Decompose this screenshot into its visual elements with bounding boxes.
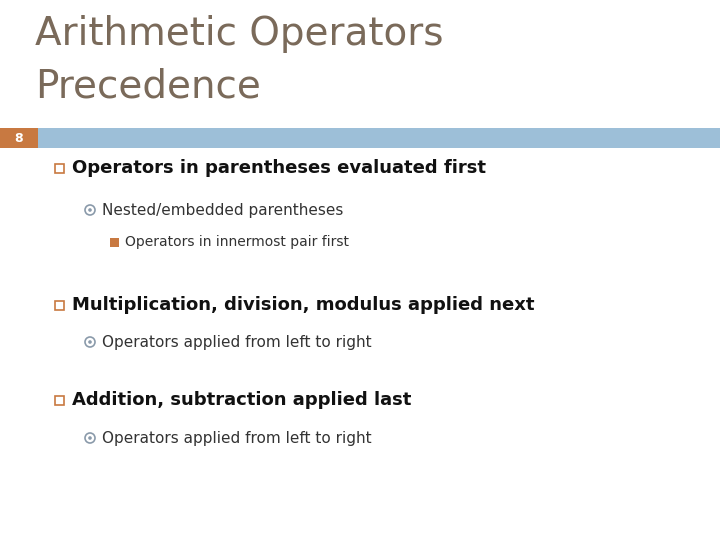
Text: Operators applied from left to right: Operators applied from left to right: [102, 430, 372, 445]
Circle shape: [85, 433, 95, 443]
Bar: [0, 128, 38, 148]
Text: Precedence: Precedence: [35, 68, 261, 106]
Bar: [55, 164, 64, 172]
Text: Operators in innermost pair first: Operators in innermost pair first: [125, 235, 349, 249]
Text: Multiplication, division, modulus applied next: Multiplication, division, modulus applie…: [72, 296, 534, 314]
Circle shape: [89, 340, 92, 344]
Circle shape: [89, 208, 92, 212]
Bar: [110, 238, 119, 246]
Text: Operators applied from left to right: Operators applied from left to right: [102, 334, 372, 349]
Bar: [55, 395, 64, 404]
Text: Arithmetic Operators: Arithmetic Operators: [35, 15, 444, 53]
Circle shape: [85, 205, 95, 215]
Circle shape: [89, 436, 92, 440]
Bar: [55, 300, 64, 309]
Text: 8: 8: [14, 132, 23, 145]
Text: Operators in parentheses evaluated first: Operators in parentheses evaluated first: [72, 159, 486, 177]
Bar: [0, 128, 720, 148]
Circle shape: [85, 337, 95, 347]
Text: Addition, subtraction applied last: Addition, subtraction applied last: [72, 391, 411, 409]
Text: Nested/embedded parentheses: Nested/embedded parentheses: [102, 202, 343, 218]
